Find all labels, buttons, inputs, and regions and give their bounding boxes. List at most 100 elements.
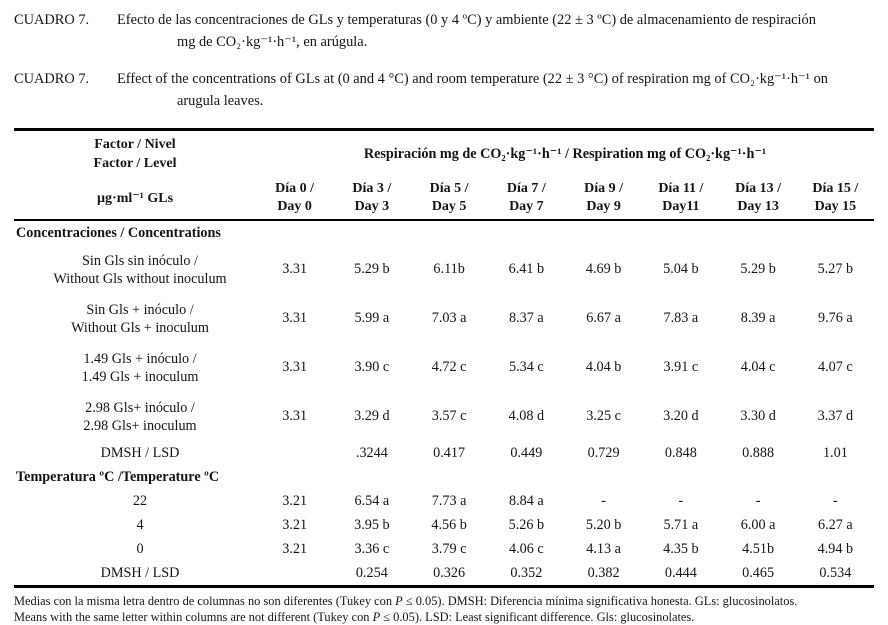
table-cell: 4.51b: [742, 540, 775, 557]
table-cell: 6.27 a: [818, 516, 853, 533]
header-right-column: Respiración mg de CO₂·kg⁻¹·h⁻¹ / Respira…: [256, 131, 874, 219]
row-label: DMSH / LSD: [100, 445, 180, 461]
column-header-day13: Día 13 / Day 13: [720, 177, 797, 219]
row-label-en: 1.49 Gls + inoculum: [81, 368, 199, 385]
table-cell: 3.31: [282, 359, 308, 375]
footnote-english: Means with the same letter within column…: [14, 610, 874, 625]
table-cell: 4.13 a: [586, 540, 621, 557]
row-label: 1.49 Gls + inóculo / 1.49 Gls + inoculum: [14, 350, 256, 386]
footnote-en-pre: Means with the same letter within column…: [14, 609, 373, 624]
caption-es-line2: mg de CO₂·kg⁻¹·h⁻¹, en arúgula.: [177, 33, 368, 50]
table-row: 22 3.21 6.54 a 7.73 a 8.84 a - - - -: [14, 489, 874, 513]
row-label: 2.98 Gls+ inóculo / 2.98 Gls+ inoculum: [14, 399, 256, 435]
table-cell: 6.67 a: [586, 310, 621, 326]
day11-es: Día 11 /: [658, 181, 704, 196]
caption-english: CUADRO 7. Effect of the concentrations o…: [14, 69, 874, 112]
table-cell: 3.31: [282, 310, 308, 326]
day11-en: Day11: [662, 199, 700, 214]
table-cell: 3.31: [282, 408, 308, 424]
table-cell: .3244: [355, 444, 388, 461]
table-cell: 0.352: [510, 564, 543, 581]
table-cell: 5.29 b: [740, 261, 776, 277]
footnote-es-p: P: [395, 594, 403, 608]
row-label-es: Sin Gls sin inóculo /: [82, 252, 198, 269]
row-label-es: Sin Gls + inóculo /: [86, 301, 194, 318]
table-cell: 5.26 b: [508, 516, 545, 533]
table-cell: 4.04 c: [740, 359, 776, 375]
section-header-concentrations: Concentraciones / Concentrations: [16, 224, 221, 241]
table-cell: 6.54 a: [354, 492, 390, 509]
table-cell: 8.39 a: [740, 310, 776, 326]
day13-es: Día 13 /: [735, 181, 782, 196]
table-cell: 4.08 d: [508, 408, 545, 424]
table-cell: 3.91 c: [663, 359, 699, 375]
table-cell: 0.444: [664, 564, 697, 581]
table-cell: 3.21: [282, 516, 308, 533]
caption-spanish: CUADRO 7. Efecto de las concentraciones …: [14, 10, 874, 53]
table-cell: 0.382: [587, 564, 620, 581]
table-cell: 3.95 b: [354, 516, 390, 533]
row-label: 22: [132, 493, 148, 509]
day0-en: Day 0: [277, 199, 312, 214]
row-label: Sin Gls + inóculo / Without Gls + inocul…: [14, 301, 256, 337]
caption-es-line1: Efecto de las concentraciones de GLs y t…: [117, 12, 816, 28]
footnote-spanish: Medias con la misma letra dentro de colu…: [14, 594, 874, 610]
table-row: 1.49 Gls + inóculo / 1.49 Gls + inoculum…: [14, 343, 874, 392]
table-cell: 3.79 c: [431, 540, 467, 557]
column-header-day11: Día 11 / Day11: [642, 177, 719, 219]
row-label-en: 2.98 Gls+ inoculum: [83, 417, 197, 434]
table-row: 4 3.21 3.95 b 4.56 b 5.26 b 5.20 b 5.71 …: [14, 513, 874, 537]
column-header-day0: Día 0 / Day 0: [256, 177, 333, 219]
table-cell: 5.71 a: [663, 516, 699, 533]
table-row: Sin Gls + inóculo / Without Gls + inocul…: [14, 294, 874, 343]
day3-en: Day 3: [354, 199, 390, 214]
caption-en-line2: arugula leaves.: [177, 92, 264, 109]
day3-es: Día 3 /: [352, 181, 392, 196]
table-bottom-rule: [14, 585, 874, 588]
table-cell: 7.83 a: [663, 310, 699, 326]
row-label: Sin Gls sin inóculo / Without Gls withou…: [14, 252, 256, 288]
table-row: 0 3.21 3.36 c 3.79 c 4.06 c 4.13 a 4.35 …: [14, 537, 874, 561]
table-cell: 4.04 b: [585, 359, 622, 375]
day0-es: Día 0 /: [275, 181, 315, 196]
caption-en-text: Effect of the concentrations of GLs at (…: [117, 69, 874, 112]
table-cell: 7.03 a: [431, 310, 467, 326]
caption-en-label: CUADRO 7.: [14, 71, 90, 87]
table-cell: 6.11b: [433, 261, 465, 277]
table-cell: 4.56 b: [431, 516, 467, 533]
header-bottom-rule: [14, 219, 874, 221]
table-cell: 4.72 c: [431, 359, 467, 375]
table-cell: 5.20 b: [585, 516, 622, 533]
footnote-es-pre: Medias con la misma letra dentro de colu…: [14, 594, 396, 608]
table-cell: 0.729: [587, 444, 620, 461]
table-cell: 3.57 c: [431, 408, 467, 424]
row-label-es: 2.98 Gls+ inóculo /: [85, 399, 195, 416]
row-label-en: Without Gls without inoculum: [53, 270, 227, 287]
table-cell: 3.29 d: [354, 408, 390, 424]
caption-en-line1: Effect of the concentrations of GLs at (…: [117, 71, 828, 87]
caption-es-label: CUADRO 7.: [14, 12, 90, 28]
table-cell: -: [755, 492, 761, 509]
table-cell: 3.37 d: [817, 408, 854, 424]
table-cell: 5.27 b: [817, 261, 854, 277]
table-cell: -: [833, 492, 838, 509]
footnotes: Medias con la misma letra dentro de colu…: [14, 594, 874, 625]
respiration-span-header: Respiración mg de CO₂·kg⁻¹·h⁻¹ / Respira…: [363, 145, 767, 162]
table-cell: 3.90 c: [354, 359, 390, 375]
footnote-en-post: ≤ 0.05). LSD: Least significant differen…: [380, 609, 695, 624]
table-cell: 3.21: [282, 492, 308, 509]
table-top-rule: [14, 128, 874, 131]
table-cell: 9.76 a: [818, 310, 853, 326]
day7-es: Día 7 /: [506, 181, 546, 196]
table-cell: 1.01: [822, 444, 848, 461]
table-cell: 4.07 c: [818, 359, 853, 375]
table-cell: 7.73 a: [431, 492, 467, 509]
table-cell: 5.99 a: [354, 310, 390, 326]
table-cell: 3.20 d: [663, 408, 699, 424]
table-cell: 0.417: [433, 444, 466, 461]
factor-line-en: Factor / Level: [93, 156, 177, 171]
day9-es: Día 9 /: [584, 181, 624, 196]
row-label: 0: [136, 541, 144, 557]
table-row: 2.98 Gls+ inóculo / 2.98 Gls+ inoculum 3…: [14, 392, 874, 441]
table-cell: 4.35 b: [663, 540, 699, 557]
